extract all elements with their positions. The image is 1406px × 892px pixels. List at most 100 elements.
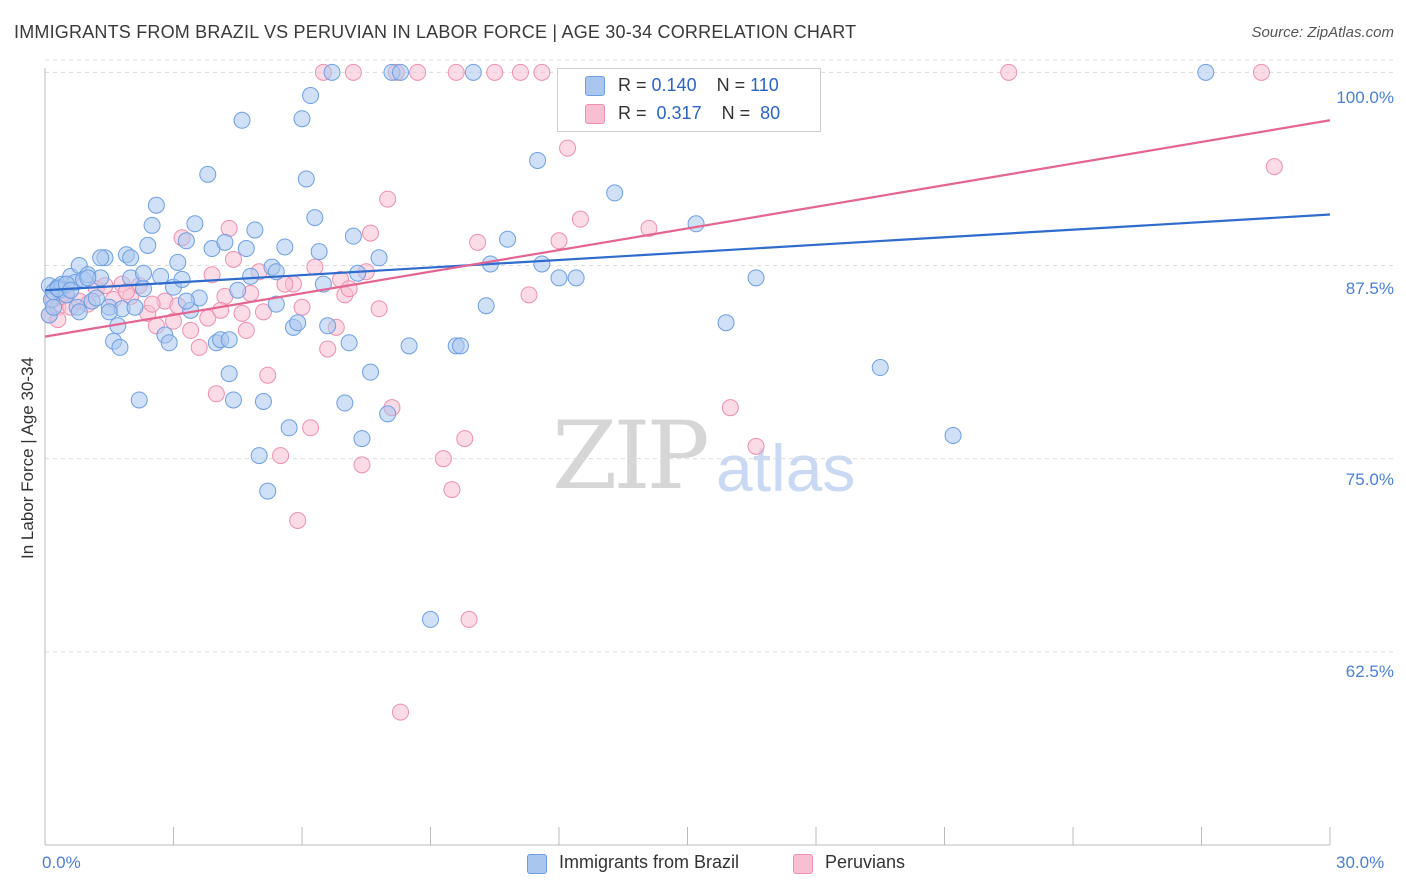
peru-point: [721, 399, 739, 417]
chart-title: IMMIGRANTS FROM BRAZIL VS PERUVIAN IN LA…: [14, 22, 857, 42]
x-tick-label-max: 30.0%: [1336, 853, 1385, 872]
brazil-points: [40, 63, 1215, 628]
brazil-point: [747, 269, 765, 287]
brazil-point: [122, 249, 140, 267]
peru-point: [212, 301, 230, 319]
peru-point: [237, 321, 255, 339]
legend-peru-n: 80: [760, 103, 781, 123]
brazil-point: [224, 391, 242, 409]
peru-point: [293, 298, 311, 316]
brazil-point: [135, 264, 153, 282]
brazil-point: [143, 216, 161, 234]
brazil-point: [173, 270, 191, 288]
peru-point: [182, 321, 200, 339]
brazil-point: [147, 196, 165, 214]
peru-point: [362, 224, 380, 242]
brazil-point: [297, 170, 315, 188]
brazil-point: [250, 447, 268, 465]
brazil-point: [289, 314, 307, 332]
brazil-point: [126, 298, 144, 316]
peru-point: [747, 437, 765, 455]
peru-point: [353, 456, 371, 474]
gridlines: [45, 59, 1395, 653]
peru-point: [379, 190, 397, 208]
peru-point: [443, 481, 461, 499]
peru-point: [289, 511, 307, 529]
brazil-point: [464, 63, 482, 81]
brazil-point: [323, 63, 341, 81]
legend-row-peru: R = 0.317 N = 80: [558, 101, 820, 127]
legend-row-brazil: R = 0.140 N = 110: [558, 73, 820, 99]
brazil-point: [529, 151, 547, 169]
brazil-point: [362, 363, 380, 381]
bottom-legend-brazil[interactable]: Immigrants from Brazil: [527, 852, 787, 876]
peru-points: [40, 63, 1283, 721]
watermark-atlas: atlas: [716, 431, 856, 505]
peru-point: [165, 312, 182, 330]
peru-point: [272, 447, 290, 465]
brazil-point: [79, 269, 97, 287]
peru-point: [344, 63, 362, 81]
brazil-point: [254, 393, 272, 411]
peru-point: [571, 210, 589, 228]
peru-point: [340, 280, 358, 298]
brazil-point: [177, 232, 195, 250]
brazil-point: [216, 233, 234, 251]
legend-brazil-n: 110: [750, 75, 779, 95]
peru-point: [143, 295, 161, 313]
trend-lines: [44, 119, 1331, 338]
brazil-point: [237, 240, 255, 258]
brazil-point: [220, 331, 238, 349]
legend-r-label: R =: [618, 103, 647, 123]
legend-n-label: N =: [716, 75, 746, 95]
peru-trend-line: [44, 119, 1331, 338]
brazil-point: [276, 238, 294, 256]
brazil-point: [533, 255, 551, 273]
brazil-point: [477, 297, 495, 315]
peru-point: [370, 300, 388, 318]
brazil-point: [62, 281, 80, 299]
peru-point: [1252, 63, 1270, 81]
brazil-point: [246, 221, 264, 239]
peru-point: [460, 610, 478, 628]
peru-point: [302, 419, 320, 437]
brazil-point: [344, 227, 362, 245]
peru-point: [409, 63, 427, 81]
peru-point: [306, 258, 324, 276]
brazil-point: [199, 165, 217, 183]
peru-point: [520, 286, 538, 304]
peru-point: [486, 63, 504, 81]
stats-legend: R = 0.140 N = 110 R = 0.317 N = 80: [557, 68, 821, 132]
brazil-point: [160, 334, 178, 352]
brazil-point: [152, 267, 170, 285]
legend-brazil-r: 0.140: [651, 75, 697, 95]
brazil-trend-line: [44, 213, 1331, 292]
brazil-point: [280, 419, 298, 437]
peru-point: [203, 266, 221, 284]
legend-swatch-peru: [585, 104, 605, 124]
brazil-point: [944, 427, 962, 445]
brazil-point: [1197, 63, 1215, 81]
brazil-point: [370, 249, 388, 267]
peru-point: [447, 63, 465, 81]
source-label: Source: ZipAtlas.com: [1251, 24, 1394, 41]
brazil-point: [92, 249, 110, 267]
brazil-point: [293, 110, 311, 128]
brazil-point: [499, 230, 517, 248]
peru-point: [392, 703, 410, 721]
brazil-point: [306, 209, 324, 227]
brazil-point: [87, 289, 105, 307]
brazil-point: [567, 269, 585, 287]
brazil-point: [550, 269, 568, 287]
brazil-point: [687, 215, 705, 233]
brazil-point: [139, 236, 157, 254]
legend-r-label: R =: [618, 75, 647, 95]
brazil-point: [242, 267, 260, 285]
bottom-legend-peru[interactable]: Peruvians: [793, 852, 933, 876]
legend-label-peru: Peruvians: [825, 852, 906, 872]
legend-peru-r: 0.317: [656, 103, 702, 123]
brazil-point: [422, 610, 439, 628]
watermark-zip: ZIP: [552, 402, 710, 511]
brazil-point: [267, 295, 285, 313]
